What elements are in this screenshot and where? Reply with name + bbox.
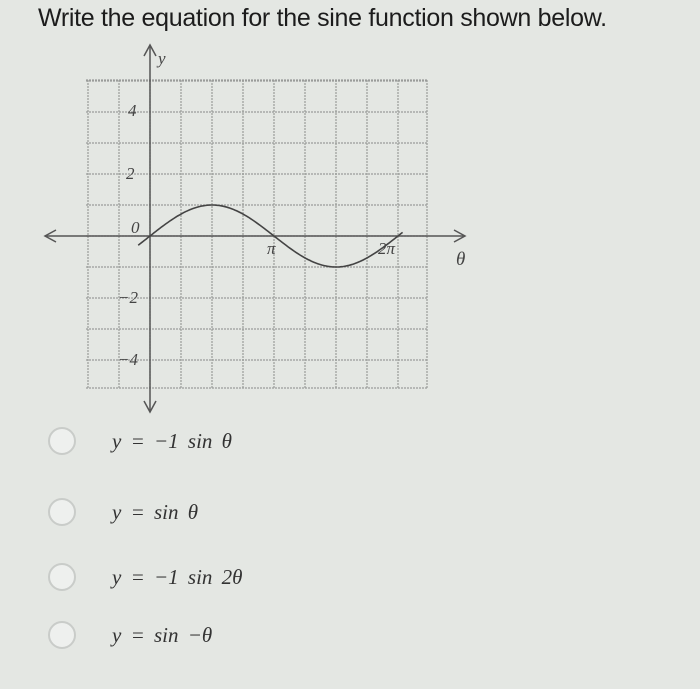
question: Write the equation for the sine function… xyxy=(38,4,607,32)
option-text: y = sin θ xyxy=(112,499,199,524)
y-tick-label: −4 xyxy=(118,350,138,369)
y-axis-label: y xyxy=(156,49,166,68)
x-tick-label: π xyxy=(267,239,276,258)
option-text: y = sin −θ xyxy=(112,622,213,647)
radio-button[interactable] xyxy=(48,498,76,526)
x-arrow xyxy=(43,229,57,243)
option-text: y = −1 sin θ xyxy=(112,428,232,453)
y-tick-label: 2 xyxy=(126,164,135,183)
x-tick-label: 2π xyxy=(378,239,396,258)
x-axis-label: θ xyxy=(456,249,465,270)
option: y = sin −θ xyxy=(48,619,212,651)
option: y = sin θ xyxy=(48,496,198,528)
option-text: y = −1 sin 2θ xyxy=(112,564,243,589)
sine-curve xyxy=(137,204,404,268)
y-tick-label: 0 xyxy=(131,218,140,237)
x-arrow xyxy=(453,229,467,243)
option: y = −1 sin θ xyxy=(48,425,232,457)
y-tick-label: −2 xyxy=(118,288,138,307)
y-arrow xyxy=(143,400,157,414)
radio-button[interactable] xyxy=(48,563,76,591)
y-tick-label: 4 xyxy=(128,101,137,120)
radio-button[interactable] xyxy=(48,427,76,455)
option: y = −1 sin 2θ xyxy=(48,561,243,593)
y-arrow xyxy=(143,43,157,57)
radio-button[interactable] xyxy=(48,621,76,649)
